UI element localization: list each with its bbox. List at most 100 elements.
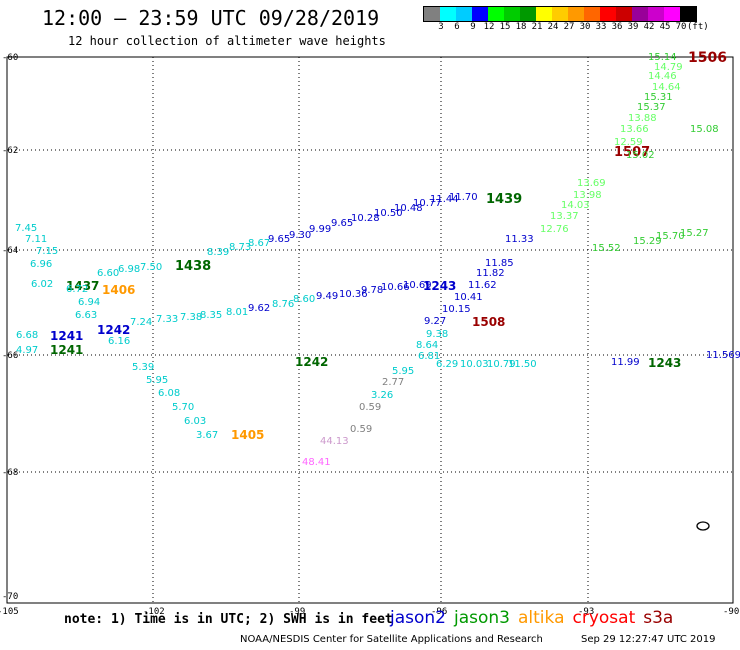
swh-value-label: 6.72 [66,284,88,295]
swh-value-label: 6.63 [75,310,97,321]
swh-value-label: 10.69 [403,280,432,291]
swh-value-label: 15.14 [648,52,677,63]
swh-value-label: 15.08 [690,124,719,135]
legend-label: (ft) [687,22,709,32]
swh-value-label: 10.79 [487,359,516,370]
swh-value-label: 6.03 [184,416,206,427]
legend-label: 21 [531,22,543,32]
legend-label: 42 [643,22,655,32]
swh-value-label: 7.15 [36,246,58,257]
swh-value-label: 48.41 [302,457,331,468]
swh-value-label: 6.29 [436,359,458,370]
swh-value-label: 15.27 [680,228,709,239]
legend-label: 15 [499,22,511,32]
swh-value-label: 11.70 [449,192,478,203]
swh-value-label: 7.50 [140,262,162,273]
pass-time-label: 1439 [486,192,522,207]
lon-label: -105 [0,607,19,617]
lat-label: -66 [2,351,18,361]
swh-value-label: 6.96 [30,259,52,270]
swh-value-label: 13.37 [550,211,579,222]
legend-swatch [440,7,456,21]
legend-swatch [456,7,472,21]
swh-value-label: 10.48 [394,203,423,214]
legend-swatch [424,7,440,21]
pass-time-label: 1242 [295,355,328,369]
color-scale-legend [423,6,697,22]
lat-label: -62 [2,146,18,156]
swh-value-label: 7.38 [180,312,202,323]
swh-value-label: 9.65 [331,218,353,229]
legend-swatch [600,7,616,21]
legend-label: 18 [515,22,527,32]
satellite-cryosat: cryosat [572,608,636,628]
page-subtitle: 12 hour collection of altimeter wave hei… [68,34,386,48]
pass-time-label: 1243 [423,279,456,293]
legend-label: 24 [547,22,559,32]
pass-time-label: 1243 [648,356,681,370]
swh-value-label: 5.70 [172,402,194,413]
legend-swatch [488,7,504,21]
swh-value-label: 6.94 [78,297,100,308]
swh-value-label: 8.73 [229,242,251,253]
lat-label: -70 [2,592,18,602]
legend-label: 30 [579,22,591,32]
swh-value-label: 10.15 [442,304,471,315]
legend-swatch [472,7,488,21]
swh-value-label: 11.33 [505,234,534,245]
swh-value-label: 2.77 [382,377,404,388]
swh-value-label: 12.59 [614,137,643,148]
pass-time-label: 1405 [231,428,264,442]
legend-label: 12 [483,22,495,32]
swh-value-label: 6.98 [118,264,140,275]
lon-label: -102 [143,607,165,617]
swh-value-label: 13.69 [577,178,606,189]
swh-value-label: 15.02 [626,150,655,161]
satellite-s3a: s3a [643,608,674,628]
swh-value-label: 10.36 [339,289,368,300]
legend-swatch [552,7,568,21]
swh-value-label: 11.50 [508,359,537,370]
swh-value-label: 0.59 [359,402,381,413]
swh-value-label: 10.03 [460,359,489,370]
swh-value-label: 8.35 [200,310,222,321]
swh-value-label: 13.66 [620,124,649,135]
swh-value-label: 6.08 [158,388,180,399]
swh-value-label: 7.33 [156,314,178,325]
swh-value-label: 9.78 [361,285,383,296]
footer-note: note: 1) Time is in UTC; 2) SWH is in fe… [64,612,393,627]
credit-line: NOAA/NESDIS Center for Satellite Applica… [240,634,543,645]
swh-value-label: 15.29 [633,236,662,247]
satellite-jason2: jason2 [390,608,446,628]
satellite-legend: jason2 jason3 altika cryosat s3a [390,608,681,628]
swh-value-label: 7.45 [15,223,37,234]
swh-value-label: 3.26 [371,390,393,401]
swh-value-label: 15.37 [637,102,666,113]
swh-value-label: 9.62 [248,303,270,314]
swh-value-label: 8.64 [416,340,438,351]
swh-value-label: 8.60 [293,294,315,305]
swh-value-label: 10.66 [381,282,410,293]
swh-value-label: 11.569 [706,350,740,361]
axis-labels: -60 -62 -64 -66 -68 -70 -105 -102 -99 -96 -93 -90 [0,53,739,617]
swh-value-label: 8.67 [248,238,270,249]
legend-label: 33 [595,22,607,32]
swh-value-label: 6.60 [97,268,119,279]
legend-swatch [504,7,520,21]
pass-time-label: 1437 [66,279,99,293]
swh-value-label: 15.70 [656,231,685,242]
lon-label: -99 [289,607,305,617]
legend-label: 36 [611,22,623,32]
satellite-altika: altika [518,608,565,628]
pass-time-label: 1241 [50,329,83,343]
generation-timestamp: Sep 29 12:27:47 UTC 2019 [581,634,716,645]
lat-label: -68 [2,468,18,478]
swh-value-label: 9.38 [426,329,448,340]
swh-value-label: 10.77 [413,198,442,209]
swh-value-label: 11.62 [468,280,497,291]
satellite-tracks: 1506 1507 1439 1438 1437 1406 1508 1243 1241 1242… [15,50,740,468]
swh-value-label: 14.46 [648,71,677,82]
satellite-jason3: jason3 [454,608,510,628]
legend-swatch [568,7,584,21]
